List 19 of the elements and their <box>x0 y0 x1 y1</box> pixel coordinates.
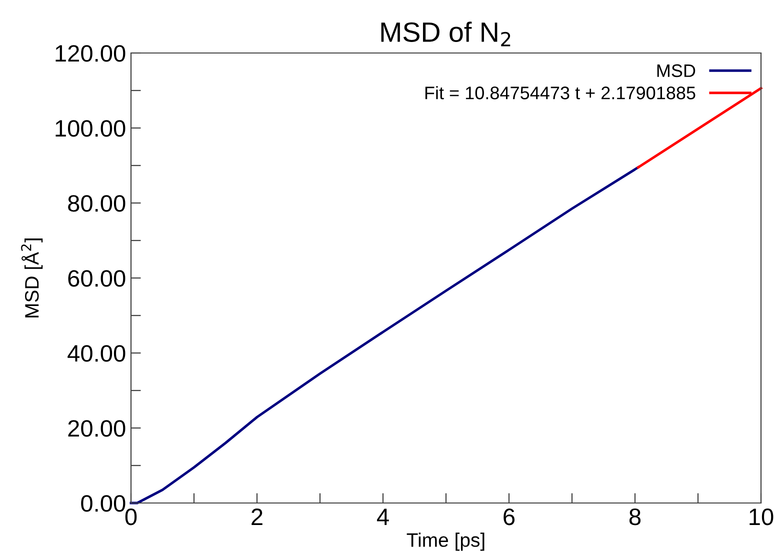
x-axis-title: Time [ps] <box>406 532 484 551</box>
y-tick-label: 0.00 <box>81 495 126 512</box>
y-tick-label: 20.00 <box>68 420 126 437</box>
x-tick-label: 6 <box>504 508 515 526</box>
y-tick-label: 120.00 <box>56 45 126 62</box>
legend-label: Fit = 10.84754473 t + 2.17901885 <box>425 86 696 100</box>
y-tick-label: 100.00 <box>56 120 126 137</box>
x-tick-label: 4 <box>376 508 389 525</box>
x-tick-label: 10 <box>750 508 774 526</box>
x-tick-label: 8 <box>629 508 641 526</box>
y-tick-label: 40.00 <box>68 345 126 362</box>
x-tick-label: 0 <box>125 508 137 526</box>
y-tick-label: 60.00 <box>68 270 126 287</box>
legend-label: MSD <box>657 64 696 78</box>
y-tick-label: 80.00 <box>68 195 126 212</box>
y-axis-title: MSD [Å$^{2}$] <box>21 238 43 318</box>
chart-title: MSD of N$_{2}$ <box>381 22 510 46</box>
x-tick-label: 2 <box>252 508 262 525</box>
line-series <box>130 166 640 504</box>
